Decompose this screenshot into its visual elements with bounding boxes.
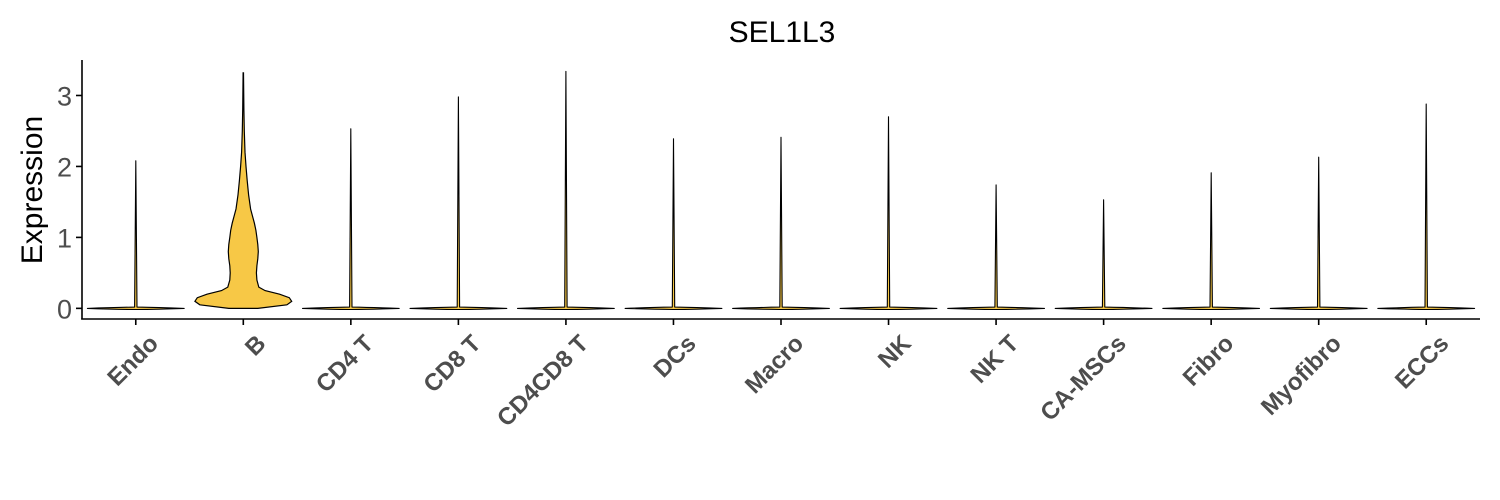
violin-nk-t	[947, 184, 1046, 311]
y-tick-label: 3	[57, 81, 72, 111]
x-tick-label: Macro	[740, 330, 809, 399]
x-tick-label: NK	[873, 330, 917, 374]
x-tick-label: DCs	[649, 330, 702, 383]
violin-cd4-t	[301, 128, 400, 311]
violin-myofibro	[1269, 156, 1368, 311]
violin-cd4cd8-t	[516, 70, 615, 311]
violin-nk	[839, 116, 938, 311]
y-tick-label: 0	[57, 294, 72, 324]
x-tick-label: CD4 T	[311, 330, 379, 398]
x-tick-label: NK T	[966, 330, 1025, 389]
y-tick-label: 1	[57, 223, 72, 253]
chart-title: SEL1L3	[729, 16, 836, 49]
x-tick-label: B	[240, 330, 271, 361]
violin-macro	[732, 136, 830, 311]
violin-marks	[86, 70, 1476, 311]
y-axis-label: Expression	[16, 116, 49, 264]
x-tick-label: Endo	[102, 330, 164, 392]
x-tick-label: CA-MSCs	[1035, 330, 1131, 426]
violin-eccs	[1377, 103, 1476, 311]
violin-endo	[86, 160, 185, 311]
x-axis-ticks: Endo B CD4 T CD8 T CD4CD8 T DCs Macro NK NK T CA-…	[102, 319, 1454, 432]
y-axis-ticks: 0 1 2 3	[57, 81, 82, 324]
violin-cd8-t	[409, 96, 508, 311]
violin-b	[194, 72, 293, 309]
x-tick-label: ECCs	[1390, 330, 1454, 394]
violin-dcs	[624, 138, 723, 311]
x-tick-label: Myofibro	[1256, 330, 1347, 421]
x-tick-label: CD4CD8 T	[492, 330, 594, 432]
violin-fibro	[1162, 172, 1261, 311]
y-tick-label: 2	[57, 152, 72, 182]
x-tick-label: Fibro	[1178, 330, 1240, 392]
violin-ca-mscs	[1054, 199, 1153, 311]
x-tick-label: CD8 T	[418, 330, 486, 398]
